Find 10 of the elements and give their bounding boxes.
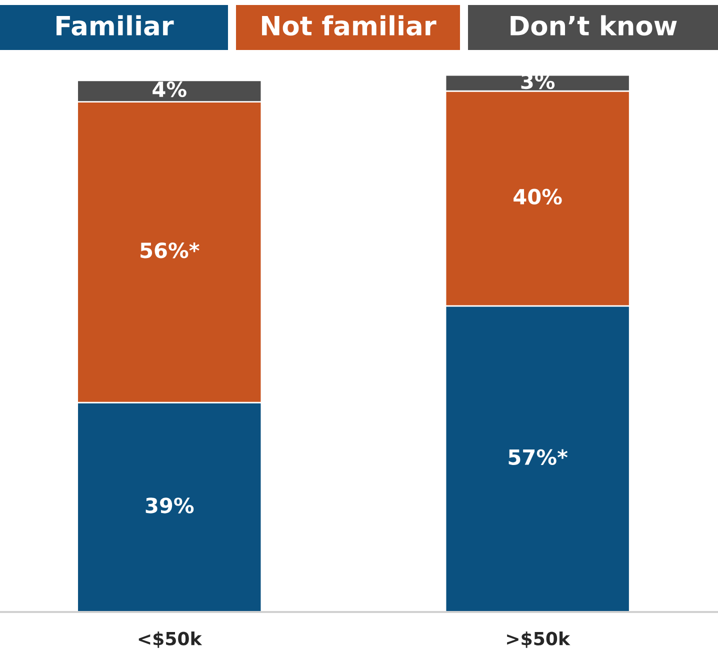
data-label: 40% (514, 188, 562, 205)
x-tick-label: <$50k (138, 631, 202, 648)
data-label: 4% (152, 81, 186, 98)
data-label: 57%* (508, 449, 568, 465)
x-tick-label: >$50k (507, 631, 570, 648)
text: Familiar (56, 15, 174, 36)
text: Not familiar (262, 15, 436, 36)
data-label: 56%* (140, 242, 200, 258)
data-label: 39% (146, 498, 194, 514)
series-label: Don’t know (510, 15, 677, 36)
